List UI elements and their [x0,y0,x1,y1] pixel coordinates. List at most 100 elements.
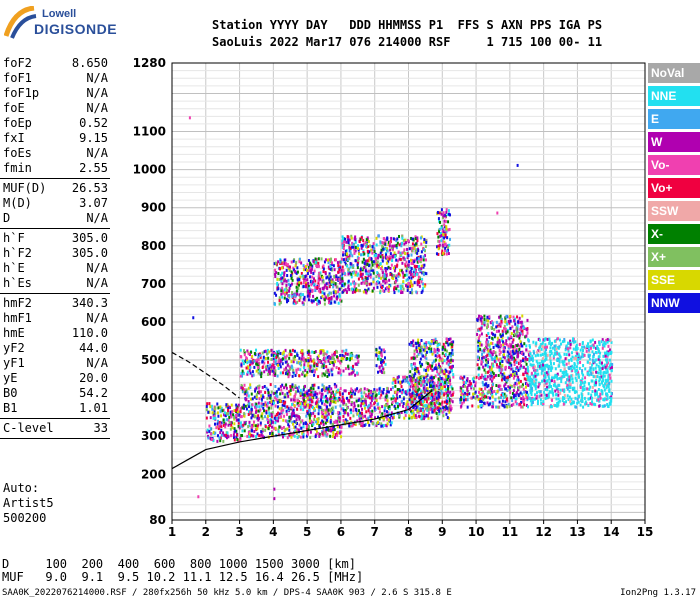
data-point [526,372,529,376]
data-point [424,353,427,357]
data-point [385,394,388,398]
data-point [322,372,325,376]
data-point [537,372,540,376]
data-point [335,275,338,279]
data-point [508,321,511,325]
data-point [298,277,301,281]
data-point [610,366,613,370]
data-point [310,283,313,287]
data-point [488,402,491,406]
data-point [258,384,261,388]
data-point [247,412,250,416]
data-point [309,266,312,270]
data-point [499,350,502,354]
data-point [250,407,253,411]
data-point [416,378,419,382]
data-point [218,420,221,424]
data-point [462,400,465,404]
data-point [316,421,319,425]
data-point [489,390,492,394]
data-point [363,401,366,405]
data-point [334,400,337,404]
data-point [595,351,598,355]
data-point [305,424,308,428]
data-point [597,395,600,399]
data-point [538,365,541,369]
data-point [298,356,301,360]
data-point [408,374,411,378]
data-point [249,410,252,414]
data-point [603,404,606,408]
data-point [482,396,485,400]
data-point [587,345,590,349]
data-point [498,400,501,404]
data-point [253,365,256,369]
data-point [256,385,259,389]
data-point [418,382,421,386]
data-point [317,264,320,268]
data-point [322,429,325,433]
data-point [441,361,444,365]
data-point [486,385,489,389]
data-point [436,401,439,405]
data-point [491,405,494,409]
data-point [324,411,327,415]
data-point [229,427,232,431]
data-point [599,377,602,381]
data-point [489,374,492,378]
data-point [283,368,286,372]
data-point [364,398,367,402]
data-point [280,388,283,392]
data-point [530,377,533,381]
data-point [443,400,446,404]
data-point [439,370,442,374]
data-point [509,390,512,394]
data-point [508,314,511,318]
data-point [416,260,419,264]
data-point [340,299,343,303]
data-point [250,405,253,409]
data-point [479,315,482,319]
param-name: hmE [3,326,25,340]
data-point [521,365,524,369]
data-point [324,272,327,276]
data-point [264,415,267,419]
data-point [570,367,573,371]
data-point [519,351,522,355]
data-point [340,399,343,403]
param-value: N/A [86,261,108,275]
data-point [389,419,392,423]
data-point [319,271,322,275]
data-point [325,407,328,411]
data-point [305,395,308,399]
y-tick-label: 1280 [133,56,166,70]
data-point [286,427,289,431]
data-point [289,388,292,392]
data-point [328,274,331,278]
y-tick-label: 200 [141,467,166,481]
data-point [333,351,336,355]
data-point [307,428,310,432]
data-point [548,341,551,345]
data-point [303,265,306,269]
data-point [483,394,486,398]
data-point [504,387,507,391]
data-point [482,355,485,359]
data-point [313,407,316,411]
data-point [505,359,508,363]
data-point [521,329,524,333]
data-point [404,379,407,383]
param-value: 0.52 [79,116,108,130]
data-point [370,404,373,408]
data-point [447,359,450,363]
data-point [345,290,348,294]
data-point [479,404,482,408]
data-point [579,360,582,364]
data-point [483,392,486,396]
data-point [367,409,370,413]
data-point [496,336,499,340]
data-point [288,265,291,269]
data-point [412,356,415,360]
data-point [503,324,506,328]
data-point [446,391,449,395]
